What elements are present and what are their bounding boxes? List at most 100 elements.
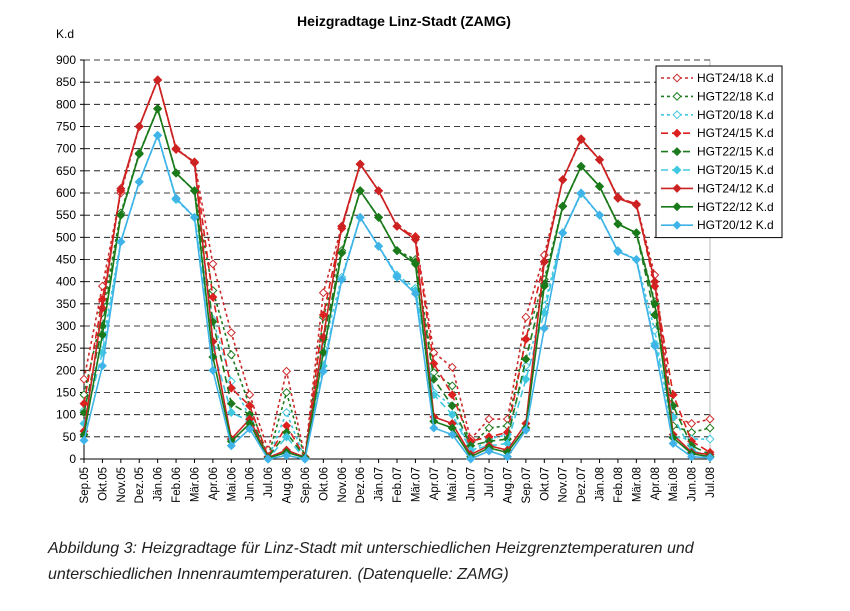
legend-label: HGT24/15 K.d	[697, 126, 774, 140]
data-point	[263, 454, 273, 464]
y-tick-label: 700	[56, 142, 76, 156]
legend-label: HGT20/18 K.d	[697, 108, 774, 122]
data-point	[79, 435, 89, 445]
y-tick-label: 300	[56, 319, 76, 333]
data-point	[318, 288, 328, 298]
legend-label: HGT20/15 K.d	[697, 163, 774, 177]
x-tick-label: Sep.06	[300, 467, 312, 503]
data-point	[558, 201, 568, 211]
x-tick-label: Jun.06	[245, 467, 257, 502]
x-tick-label: Jul.07	[484, 467, 496, 498]
caption-line-2: unterschiedlichen Innenraumtemperaturen.…	[48, 566, 509, 583]
y-tick-label: 900	[56, 53, 76, 67]
data-point	[705, 414, 715, 424]
series-7	[79, 104, 715, 463]
data-point	[466, 454, 476, 464]
y-tick-label: 200	[56, 363, 76, 377]
data-point	[189, 158, 199, 168]
legend-swatch-marker	[672, 220, 682, 230]
data-point	[650, 277, 660, 287]
data-point	[134, 177, 144, 187]
axes: 0 50 100 150 200 250 300 350 400 450 500 550 600 650 7…	[56, 53, 717, 503]
x-tick-label: Jul.06	[263, 467, 275, 498]
data-point	[410, 235, 420, 245]
data-point	[392, 246, 402, 256]
data-point	[392, 221, 402, 231]
data-point	[116, 184, 126, 194]
legend-label: HGT24/18 K.d	[697, 71, 774, 85]
data-point	[447, 410, 457, 420]
data-point	[282, 387, 292, 398]
data-point	[282, 407, 292, 417]
caption-line-1: Abbildung 3: Heizgradtage für Linz-Stadt…	[48, 540, 694, 557]
data-point	[226, 328, 236, 338]
y-tick-label: 450	[56, 253, 76, 267]
series-2	[79, 130, 715, 464]
x-tick-label: Sep.07	[521, 467, 533, 503]
legend-label: HGT22/15 K.d	[697, 145, 774, 159]
data-point	[318, 366, 328, 376]
data-point	[318, 310, 328, 320]
series-5	[79, 130, 715, 464]
data-point	[521, 354, 531, 364]
data-point	[539, 257, 549, 267]
data-point	[521, 374, 531, 384]
data-point	[613, 247, 623, 257]
data-point	[576, 134, 586, 144]
data-point	[208, 365, 218, 375]
data-point	[171, 193, 181, 203]
data-point	[705, 453, 715, 463]
data-point	[300, 454, 310, 464]
legend-label: HGT20/12 K.d	[697, 218, 774, 232]
data-point	[79, 374, 89, 384]
x-tick-label: Aug.06	[282, 467, 294, 503]
legend-swatch-marker	[672, 73, 682, 83]
x-tick-label: Mai.08	[668, 467, 680, 502]
data-point	[153, 130, 163, 140]
data-point	[282, 432, 292, 442]
data-point	[613, 219, 623, 229]
x-tick-label: Mai.06	[226, 467, 238, 502]
y-tick-label: 100	[56, 408, 76, 422]
y-tick-label: 500	[56, 230, 76, 244]
data-point	[153, 75, 163, 85]
data-point	[189, 212, 199, 222]
data-point	[171, 168, 181, 178]
data-point	[79, 399, 89, 409]
series-line	[83, 132, 710, 462]
x-tick-label: Apr.07	[429, 467, 441, 500]
data-point	[208, 259, 218, 269]
data-point	[447, 362, 457, 372]
legend-swatch-marker	[672, 202, 682, 212]
x-tick-label: Mai.07	[447, 467, 459, 502]
y-tick-label: 850	[56, 75, 76, 89]
data-point	[447, 401, 457, 411]
x-tick-label: Mär.08	[631, 467, 643, 502]
data-point	[153, 104, 163, 114]
x-tick-label: Jän.06	[153, 467, 165, 502]
x-tick-label: Feb.08	[613, 467, 625, 503]
x-tick-label: Nov.07	[558, 467, 570, 503]
data-point	[447, 381, 457, 391]
x-tick-label: Dez.05	[134, 467, 146, 503]
data-point	[484, 423, 494, 433]
data-point	[226, 350, 236, 360]
data-point	[558, 175, 568, 185]
chart-title: Heizgradtage Linz-Stadt (ZAMG)	[297, 13, 511, 29]
chart-area: Heizgradtage Linz-Stadt (ZAMG) K.d 0 50 10…	[56, 13, 783, 503]
x-tick-label: Dez.07	[576, 467, 588, 503]
y-tick-label: 750	[56, 120, 76, 134]
series-line	[83, 106, 711, 460]
series-4	[79, 104, 715, 463]
data-point	[539, 323, 549, 333]
data-point	[502, 452, 512, 462]
x-tick-label: Nov.05	[116, 467, 128, 503]
x-tick-label: Jun.08	[687, 467, 699, 502]
y-tick-label: 400	[56, 275, 76, 289]
data-point	[374, 241, 384, 251]
data-point	[355, 186, 365, 196]
data-point	[282, 450, 292, 460]
x-tick-label: Apr.06	[208, 467, 220, 500]
data-point	[521, 312, 531, 322]
series-line	[83, 77, 711, 459]
